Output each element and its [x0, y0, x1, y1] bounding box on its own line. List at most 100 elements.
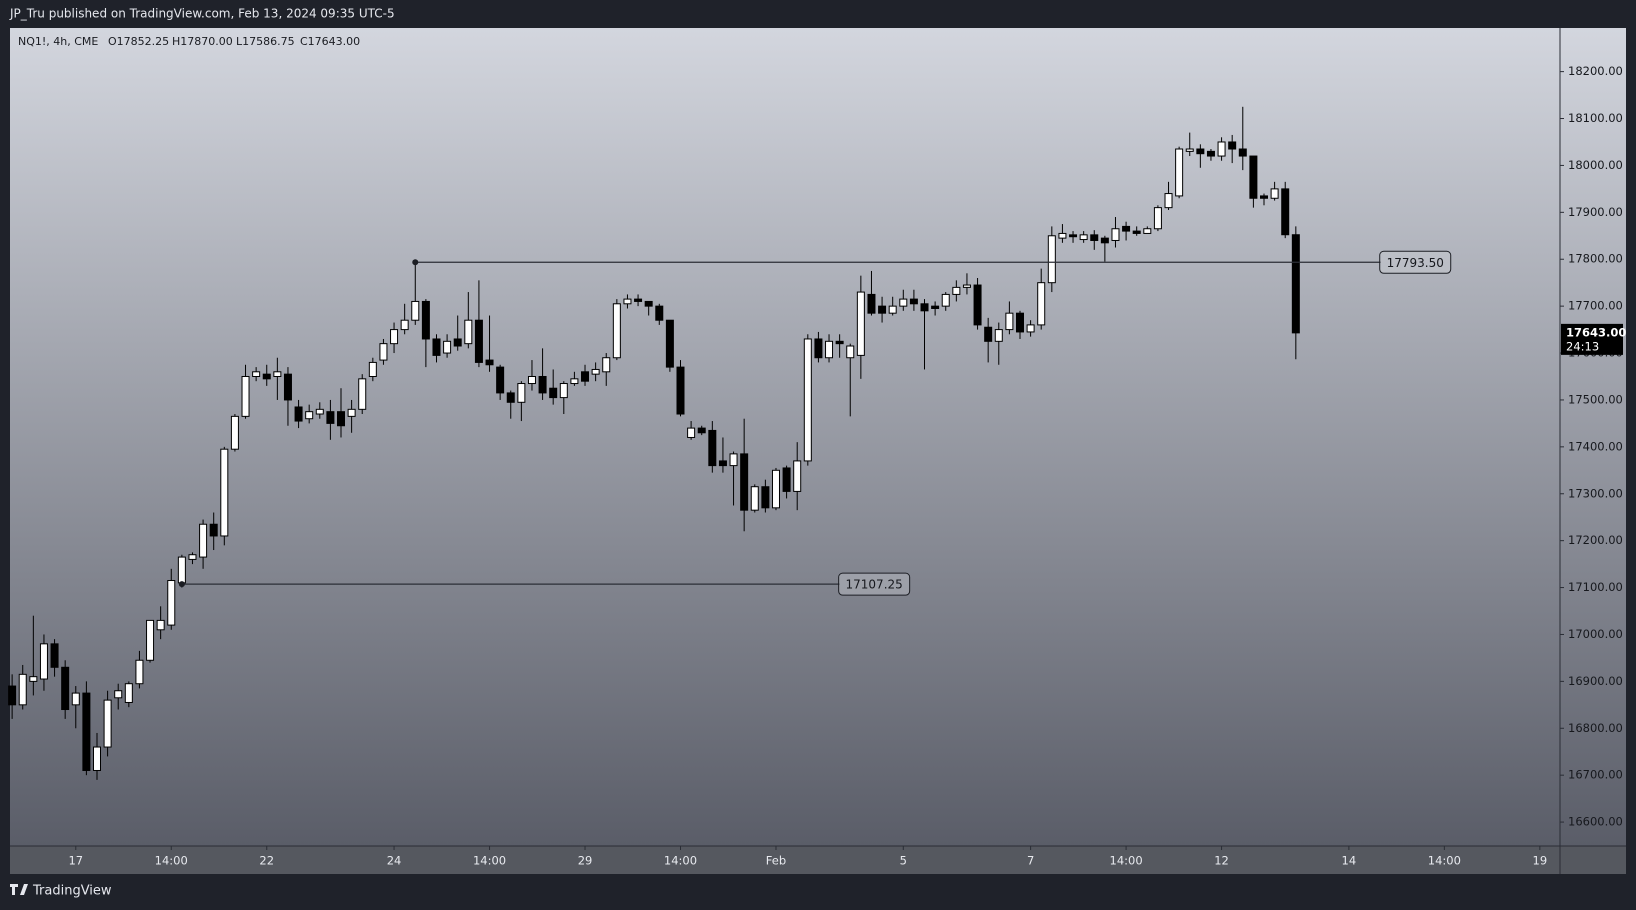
candle-body — [421, 300, 430, 340]
x-tick-label: 22 — [259, 854, 274, 868]
candle-body — [146, 619, 155, 661]
candle-body — [771, 469, 780, 509]
y-tick-label: 16900.00 — [1568, 674, 1623, 688]
x-tick-label: 17 — [68, 854, 83, 868]
x-tick-label: 24 — [387, 854, 402, 868]
x-tick-label: 14:00 — [1428, 854, 1461, 868]
candle-body — [1037, 282, 1046, 326]
plot-background — [10, 28, 1626, 846]
candle-body — [729, 453, 738, 467]
candle-body — [432, 338, 441, 356]
candle-body — [273, 371, 282, 377]
candle-body — [899, 298, 908, 307]
candle-body — [82, 692, 91, 771]
candle-body — [177, 556, 186, 584]
level-label: 17107.25 — [846, 578, 903, 592]
candle-body — [241, 375, 250, 417]
y-tick-label: 17700.00 — [1568, 299, 1623, 313]
candle-body — [718, 460, 727, 467]
candle-body — [1153, 207, 1162, 230]
candle-body — [71, 692, 80, 706]
time-axis-background — [10, 846, 1626, 874]
candle-body — [761, 486, 770, 509]
candle-body — [591, 368, 600, 375]
candle-body — [856, 291, 865, 356]
candle-body — [262, 373, 271, 380]
candle-body — [18, 673, 27, 706]
candle-body — [1132, 230, 1141, 234]
candle-body — [358, 378, 367, 410]
candle-body — [708, 429, 717, 467]
candle-body — [750, 486, 759, 511]
candle-body — [1281, 188, 1290, 236]
x-tick-label: 14 — [1342, 854, 1357, 868]
y-tick-label: 17200.00 — [1568, 533, 1623, 547]
candle-body — [156, 619, 165, 631]
x-tick-label: 14:00 — [1110, 854, 1143, 868]
candle-body — [1206, 150, 1215, 157]
x-tick-label: 19 — [1533, 854, 1548, 868]
candle-body — [29, 676, 38, 682]
candle-body — [676, 366, 685, 415]
candle-body — [1175, 148, 1184, 197]
legend-ohlc: L17586.75 — [236, 35, 295, 48]
candle-body — [188, 554, 197, 560]
candle-body — [1058, 232, 1067, 239]
x-tick-label: 5 — [900, 854, 907, 868]
candle-body — [390, 329, 399, 345]
candle-body — [50, 643, 59, 668]
candle-body — [644, 300, 653, 307]
candle-body — [1217, 141, 1226, 157]
candle-body — [294, 406, 303, 422]
candle-body — [1122, 225, 1131, 232]
candle-body — [1228, 141, 1237, 150]
x-tick-label: 29 — [578, 854, 593, 868]
level-label-box — [838, 572, 911, 596]
candle-body — [124, 683, 133, 703]
x-tick-label: 14:00 — [473, 854, 506, 868]
candle-body — [379, 343, 388, 361]
candle-body — [61, 666, 70, 711]
candle-body — [411, 300, 420, 321]
legend-ohlc: C17643.00 — [300, 35, 360, 48]
legend: NQ1!, 4h, CME — [18, 35, 98, 48]
candle-body — [920, 303, 929, 312]
candle-body — [549, 387, 558, 399]
candle-body — [984, 326, 993, 342]
y-tick-label: 17500.00 — [1568, 392, 1623, 406]
level-label: 17793.50 — [1387, 256, 1444, 270]
y-tick-label: 17800.00 — [1568, 252, 1623, 266]
y-tick-label: 18000.00 — [1568, 158, 1623, 172]
candle-body — [474, 319, 483, 363]
candle-body — [199, 523, 208, 558]
candle-body — [1143, 228, 1152, 234]
candle-body — [252, 371, 261, 377]
candle-body — [1005, 312, 1014, 331]
candle-body — [570, 378, 579, 385]
candle-body — [846, 345, 855, 359]
candle-body — [1100, 237, 1109, 244]
candle-body — [305, 411, 314, 420]
level-anchor — [412, 259, 419, 266]
candle-body — [220, 448, 229, 537]
candle-body — [1047, 235, 1056, 284]
candle-body — [1270, 188, 1279, 199]
legend-ohlc: O17852.25 — [108, 35, 169, 48]
candle-body — [1026, 324, 1035, 333]
candle-body — [1260, 195, 1269, 199]
candle-body — [538, 375, 547, 394]
candle-body — [114, 690, 123, 699]
level-anchor — [178, 581, 185, 588]
candle-body — [878, 305, 887, 314]
y-tick-label: 18100.00 — [1568, 111, 1623, 125]
candle-body — [1111, 228, 1120, 241]
x-tick-label: 7 — [1027, 854, 1034, 868]
candle-body — [337, 411, 346, 427]
candle-body — [527, 375, 536, 385]
candle-body — [103, 699, 112, 748]
countdown-label: 24:13 — [1566, 339, 1599, 353]
candle-body — [888, 305, 897, 314]
candle-body — [962, 284, 971, 288]
candle-body — [453, 338, 462, 347]
y-tick-label: 17100.00 — [1568, 580, 1623, 594]
